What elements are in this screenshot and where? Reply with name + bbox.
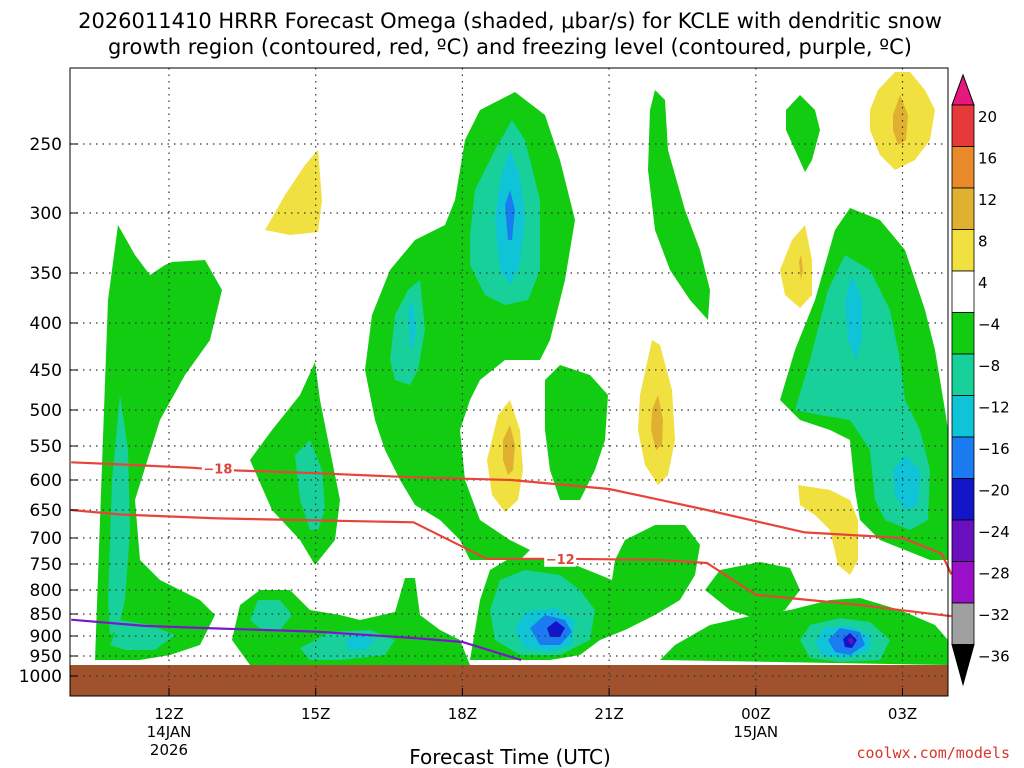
omega-region-cyan <box>408 300 416 350</box>
colorbar-swatch <box>951 146 975 189</box>
omega-region-teal <box>795 255 930 530</box>
x-tick-label: 18Z <box>448 705 477 723</box>
x-tick-label: 15Z <box>301 705 330 723</box>
colorbar-label: 16 <box>978 150 997 168</box>
x-tick-date: 14JAN <box>147 723 192 741</box>
colorbar-swatch <box>951 602 975 645</box>
x-tick-date: 15JAN <box>733 723 778 741</box>
omega-region-green <box>545 365 608 500</box>
contour-label-bg <box>201 460 234 477</box>
colorbar-swatch <box>951 353 975 396</box>
omega-region-teal <box>110 620 175 650</box>
omega-region-orange <box>893 95 908 145</box>
plot-frame <box>69 67 949 697</box>
y-tick-label: 900 <box>30 627 62 647</box>
y-tick-label: 300 <box>30 204 62 224</box>
x-tick-year: 2026 <box>150 741 188 759</box>
y-tick-label: 950 <box>30 647 62 667</box>
y-tick-label: 450 <box>30 361 62 381</box>
omega-region-yellow <box>265 150 322 235</box>
colorbar-label: −12 <box>978 399 1010 417</box>
colorbar-swatch <box>951 270 975 313</box>
y-axis-ticks: 2503003504004505005506006507007508008509… <box>19 135 78 687</box>
omega-region-cyan <box>893 455 920 510</box>
colorbar-swatch <box>951 395 975 438</box>
colorbar-swatch <box>951 436 975 479</box>
y-tick-label: 500 <box>30 401 62 421</box>
omega-region-cyan <box>845 275 862 360</box>
y-tick-label: 350 <box>30 264 62 284</box>
chart-title-line2: growth region (contoured, red, ºC) and f… <box>108 35 912 59</box>
omega-region-teal <box>295 440 325 530</box>
omega-region-green <box>660 598 948 665</box>
colorbar-label: −24 <box>978 523 1010 541</box>
omega-region-blue <box>505 190 515 240</box>
x-tick-label: 00Z <box>741 705 770 723</box>
omega-region-yellow <box>780 225 812 308</box>
y-tick-label: 750 <box>30 555 62 575</box>
y-tick-label: 250 <box>30 135 62 155</box>
y-tick-label: 550 <box>30 437 62 457</box>
colorbar-swatch <box>951 312 975 355</box>
chart-title-line1: 2026011410 HRRR Forecast Omega (shaded, … <box>78 9 942 33</box>
colorbar-swatch <box>951 104 975 147</box>
colorbar-label: 12 <box>978 191 997 209</box>
y-tick-label: 800 <box>30 581 62 601</box>
plot-area <box>70 72 948 696</box>
omega-region-yellow <box>798 485 858 575</box>
colorbar-bottom-arrow <box>951 644 975 687</box>
freezing-level-line <box>71 618 522 662</box>
omega-region-green <box>786 95 820 172</box>
omega-region-teal <box>250 600 292 630</box>
contour-label: −18 <box>203 462 232 477</box>
credit-text: coolwx.com/models <box>856 744 1010 762</box>
colorbar-label: −32 <box>978 606 1010 624</box>
colorbar: 20 16 12 8 4 −4 −8 −12 −16 −20 −24 −28 −32 −36 <box>951 73 1010 687</box>
colorbar-swatch <box>951 519 975 562</box>
omega-region-orange <box>799 255 803 280</box>
colorbar-label: 20 <box>978 108 997 126</box>
colorbar-swatch <box>951 187 975 230</box>
colorbar-top-arrow <box>951 73 975 106</box>
x-tick-label: 12Z <box>154 705 183 723</box>
contour-label-bg <box>544 550 577 567</box>
y-tick-label: 650 <box>30 501 62 521</box>
y-tick-label: 600 <box>30 471 62 491</box>
grid-lines <box>70 68 948 696</box>
omega-region-darkblue <box>547 621 565 637</box>
x-tick-label: 03Z <box>888 705 917 723</box>
omega-region-green <box>232 578 470 665</box>
colorbar-label: 4 <box>978 274 988 292</box>
colorbar-swatch <box>951 229 975 272</box>
colorbar-label: −4 <box>978 316 1000 334</box>
omega-region-orange <box>651 395 663 450</box>
colorbar-label: 8 <box>978 233 988 251</box>
omega-region-green <box>648 90 710 320</box>
y-tick-label: 400 <box>30 314 62 334</box>
y-tick-label: 1000 <box>19 667 62 687</box>
temperature-contours: −18 −12 <box>71 460 953 662</box>
colorbar-label: −8 <box>978 357 1000 375</box>
ground-surface <box>70 665 948 696</box>
omega-region-cyan <box>345 634 375 650</box>
y-tick-label: 850 <box>30 605 62 625</box>
omega-region-orange <box>503 425 515 475</box>
omega-region-green <box>250 362 340 565</box>
y-tick-label: 700 <box>30 529 62 549</box>
omega-region-teal <box>390 280 425 385</box>
colorbar-label: −16 <box>978 440 1010 458</box>
colorbar-label: −28 <box>978 565 1010 583</box>
dendritic-contour-line <box>71 461 953 575</box>
colorbar-label: −36 <box>978 648 1010 666</box>
contour-label: −12 <box>546 553 575 568</box>
colorbar-swatch <box>951 561 975 604</box>
omega-region-purple <box>848 637 854 645</box>
x-axis-label: Forecast Time (UTC) <box>409 745 611 768</box>
colorbar-label: −20 <box>978 482 1010 500</box>
x-tick-label: 21Z <box>594 705 623 723</box>
colorbar-swatch <box>951 478 975 521</box>
